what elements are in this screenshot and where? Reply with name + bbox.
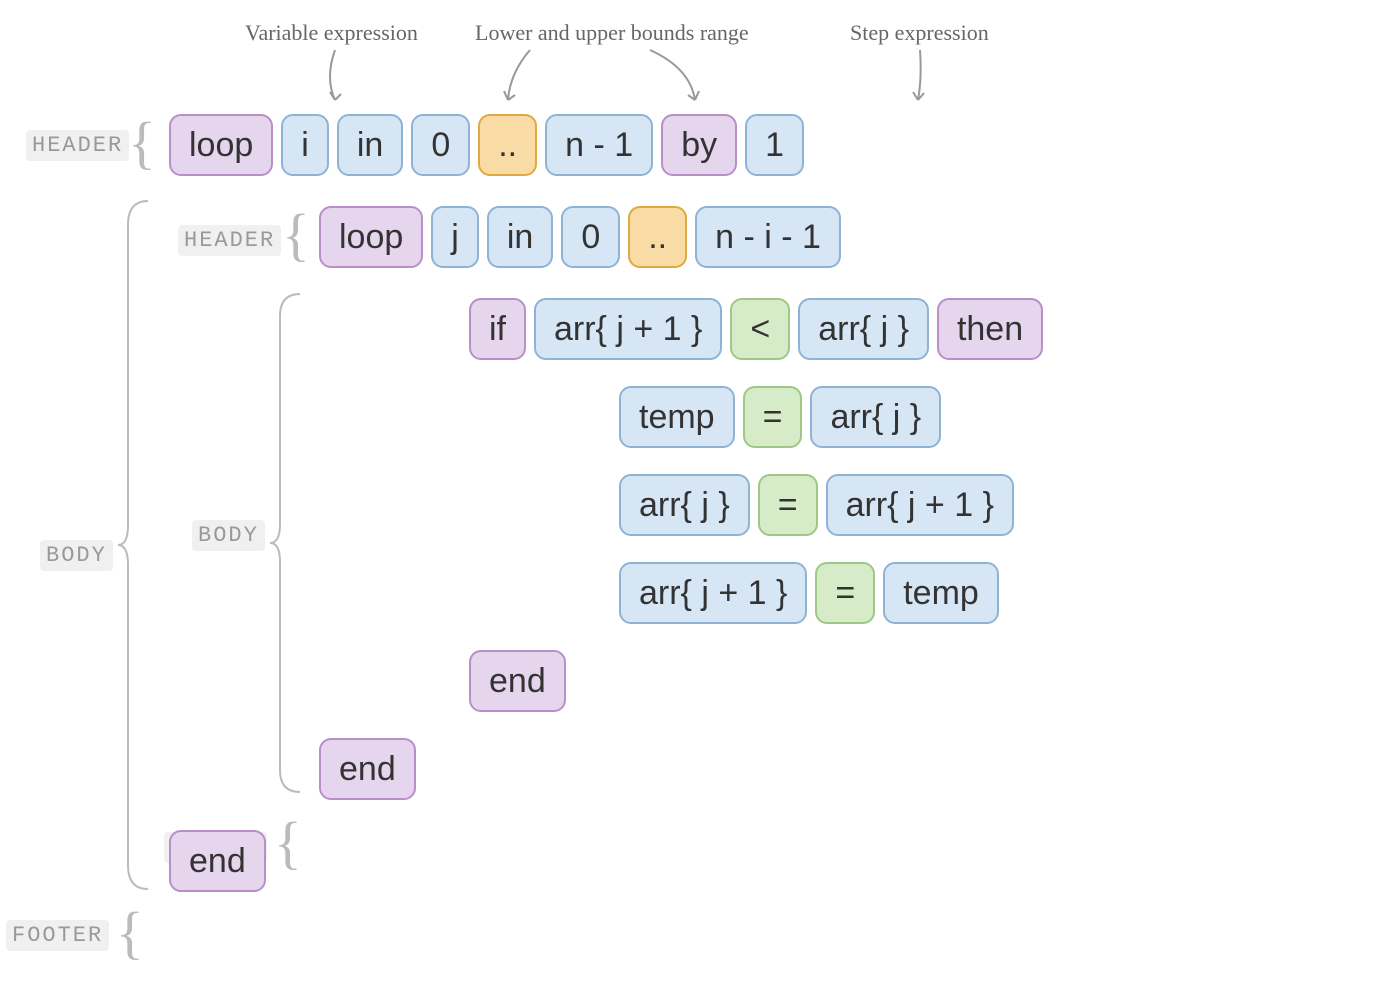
token-purple: by (661, 114, 737, 176)
token-blue: in (337, 114, 403, 176)
token-blue: i (281, 114, 329, 176)
code-row: loopjin0..n - i - 1 (315, 202, 845, 272)
arrow-lower-bound (500, 48, 560, 108)
label-footer-outer: FOOTER (6, 920, 109, 951)
token-blue: in (487, 206, 553, 268)
token-blue: 0 (561, 206, 620, 268)
token-purple: then (937, 298, 1043, 360)
annotation-step: Step expression (850, 20, 989, 46)
label-body-inner: BODY (192, 520, 265, 551)
token-green: = (743, 386, 803, 448)
annotation-var-expr: Variable expression (245, 20, 418, 46)
token-blue: temp (883, 562, 999, 624)
token-blue: arr{ j + 1 } (534, 298, 722, 360)
token-blue: arr{ j + 1 } (619, 562, 807, 624)
code-row: ifarr{ j + 1 }<arr{ j }then (465, 294, 1047, 364)
token-blue: arr{ j } (798, 298, 929, 360)
token-green: = (758, 474, 818, 536)
label-header-inner: HEADER (178, 225, 281, 256)
token-blue: 1 (745, 114, 804, 176)
code-row: loopiin0..n - 1by1 (165, 110, 808, 180)
token-purple: end (169, 830, 266, 892)
token-blue: arr{ j + 1 } (826, 474, 1014, 536)
arrow-var-expr (320, 48, 360, 108)
token-purple: loop (169, 114, 273, 176)
annotation-bounds: Lower and upper bounds range (475, 20, 749, 46)
token-purple: if (469, 298, 526, 360)
token-blue: 0 (411, 114, 470, 176)
brace-body-outer (118, 195, 158, 895)
token-blue: temp (619, 386, 735, 448)
brace-body-inner (270, 288, 310, 798)
token-purple: end (319, 738, 416, 800)
token-green: = (815, 562, 875, 624)
brace-header-inner: { (282, 206, 310, 264)
token-orange: .. (628, 206, 687, 268)
arrow-step (900, 48, 940, 108)
token-blue: arr{ j } (619, 474, 750, 536)
code-row: end (465, 646, 570, 716)
brace-footer-inner: { (274, 814, 302, 872)
brace-header-outer: { (128, 114, 156, 172)
token-blue: n - 1 (545, 114, 653, 176)
label-header-outer: HEADER (26, 130, 129, 161)
token-orange: .. (478, 114, 537, 176)
brace-footer-outer: { (116, 904, 144, 962)
token-purple: loop (319, 206, 423, 268)
token-purple: end (469, 650, 566, 712)
token-blue: n - i - 1 (695, 206, 841, 268)
code-row: end (315, 734, 420, 804)
code-row: arr{ j }=arr{ j + 1 } (615, 470, 1018, 540)
arrow-upper-bound (640, 48, 720, 108)
token-blue: j (431, 206, 479, 268)
code-row: end (165, 826, 270, 896)
code-row: arr{ j + 1 }=temp (615, 558, 1003, 628)
token-blue: arr{ j } (810, 386, 941, 448)
code-row: temp=arr{ j } (615, 382, 945, 452)
token-green: < (730, 298, 790, 360)
label-body-outer: BODY (40, 540, 113, 571)
